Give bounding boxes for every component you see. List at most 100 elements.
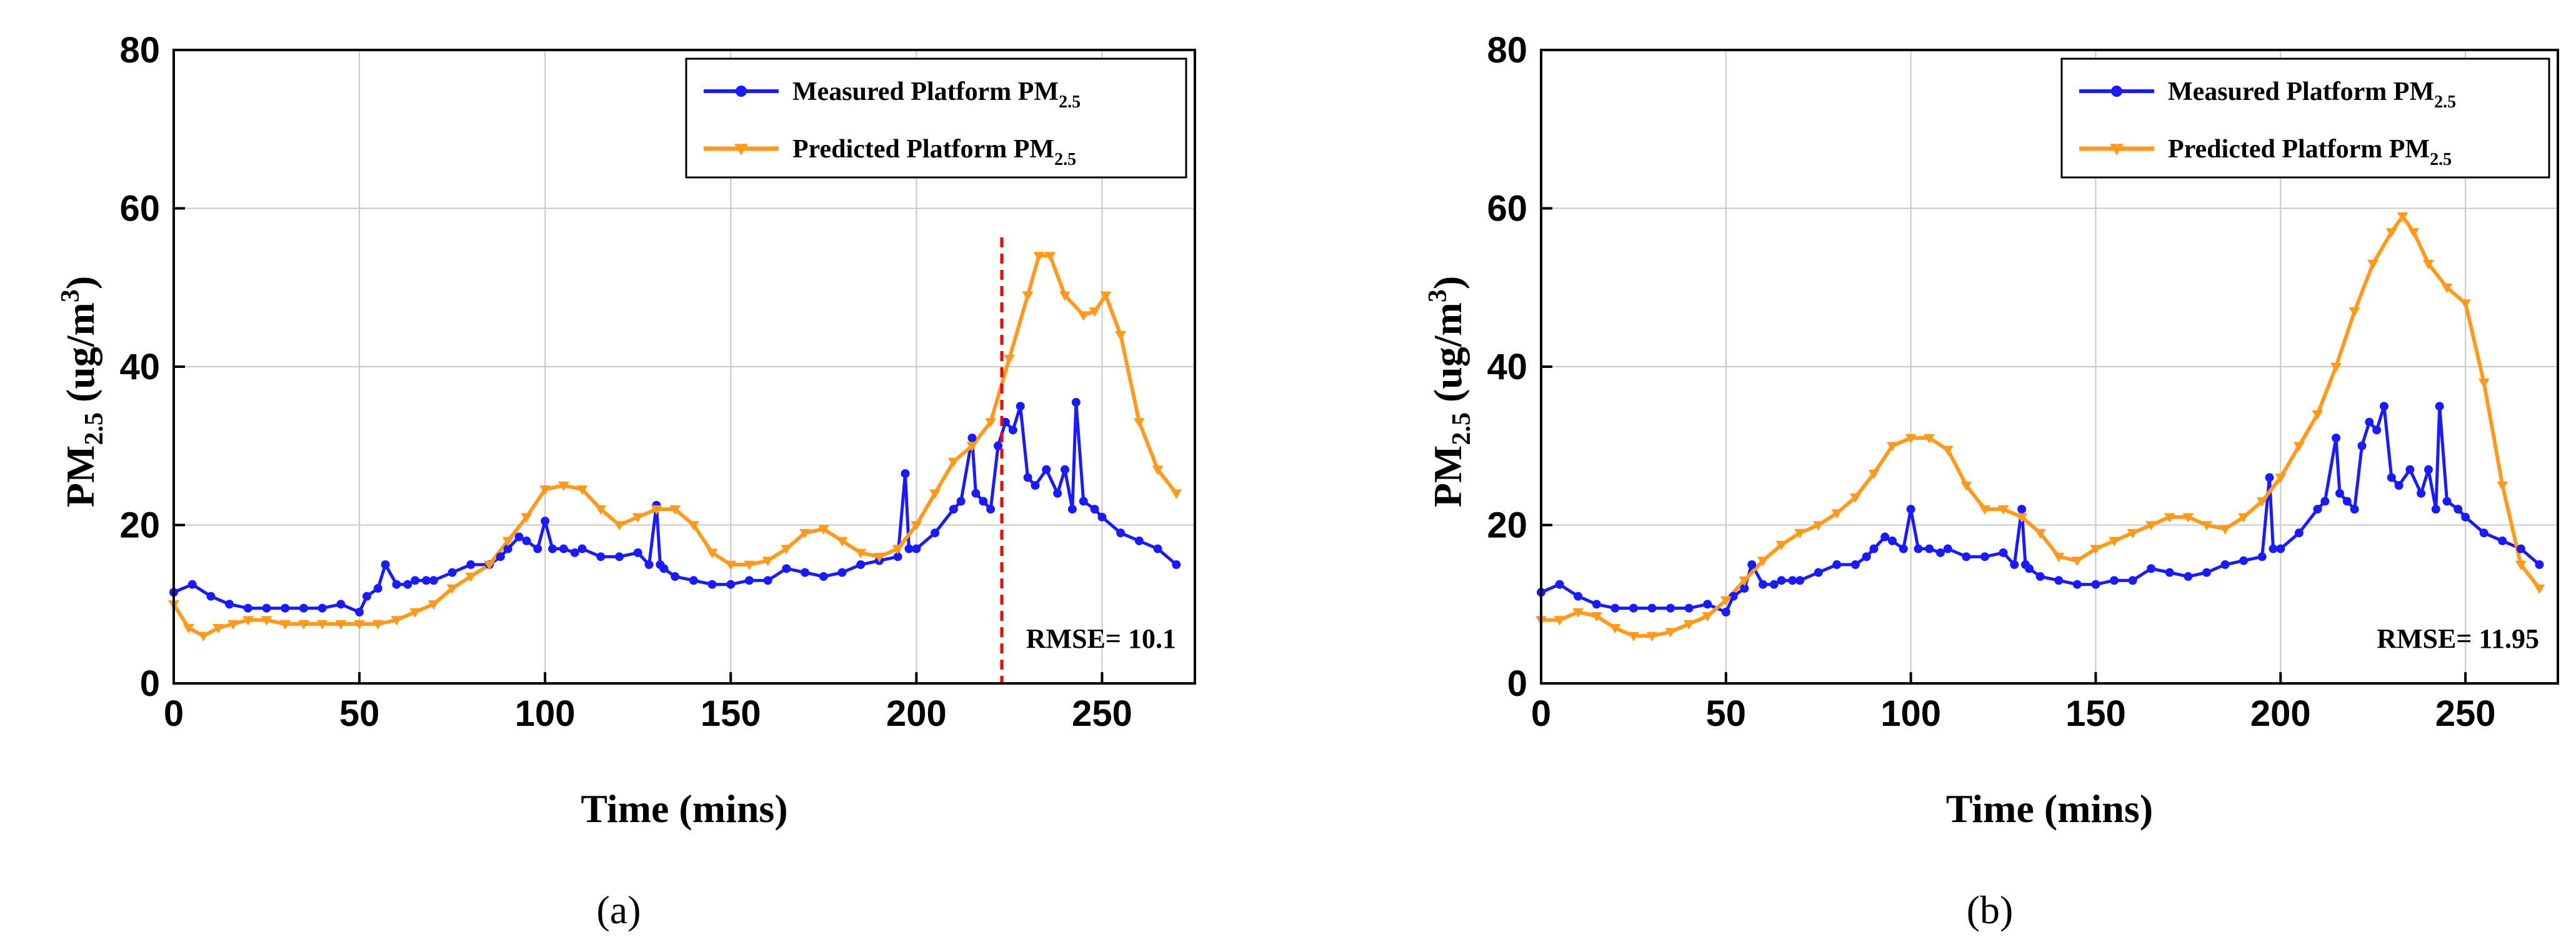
data-point-predicted [1171, 489, 1182, 499]
data-point-measured [1888, 536, 1897, 545]
data-point-predicted [2408, 228, 2420, 238]
y-tick-label: 40 [1487, 347, 1527, 387]
data-point-measured [362, 592, 371, 601]
data-point-measured [1008, 425, 1017, 435]
data-point-measured [1980, 552, 1989, 562]
y-tick-label: 60 [1487, 189, 1527, 229]
data-point-predicted [2293, 442, 2305, 452]
data-point-measured [577, 544, 587, 553]
data-point-predicted [687, 521, 699, 531]
data-point-measured [1880, 532, 1890, 542]
data-point-predicted [372, 620, 384, 630]
x-tick-label: 150 [701, 693, 761, 734]
data-point-predicted [1089, 307, 1101, 317]
data-point-measured [2276, 544, 2285, 553]
data-point-measured [1943, 544, 1952, 553]
data-point-measured [2417, 488, 2426, 498]
data-point-measured [801, 568, 810, 577]
data-point-predicted [2182, 513, 2194, 523]
data-point-predicted [1646, 632, 1658, 642]
data-point-measured [1172, 560, 1181, 569]
data-point-predicted [966, 442, 978, 452]
data-point-measured [1869, 544, 1879, 553]
data-point-measured [243, 603, 252, 613]
y-tick-label: 40 [119, 347, 160, 387]
data-point-measured [1031, 481, 1040, 490]
data-point-predicted [212, 623, 224, 634]
data-point-predicted [2460, 299, 2472, 309]
data-point-measured [901, 469, 910, 478]
data-point-measured [570, 548, 579, 557]
data-point-predicted [1924, 434, 1935, 444]
data-point-predicted [1849, 493, 1861, 503]
data-point-measured [2147, 564, 2156, 573]
data-point-predicted [2053, 552, 2065, 563]
data-point-measured [1832, 560, 1842, 569]
y-tick-label: 80 [1487, 30, 1527, 71]
data-point-measured [281, 603, 290, 613]
data-point-predicted [446, 584, 458, 594]
data-point-measured [225, 600, 234, 609]
data-point-measured [1862, 552, 1871, 562]
data-point-measured [2313, 505, 2322, 514]
data-point-predicted [539, 485, 551, 495]
data-point-measured [659, 564, 669, 573]
data-point-predicted [651, 505, 662, 515]
data-point-measured [2010, 560, 2019, 569]
legend-label-main: Measured Platform PM [792, 77, 1059, 106]
data-point-predicted [2367, 259, 2379, 270]
data-point-measured [2535, 560, 2544, 569]
data-point-predicted [1100, 291, 1112, 301]
data-point-measured [1097, 512, 1107, 522]
x-tick-label: 250 [2435, 693, 2496, 734]
x-tick-label: 250 [1072, 693, 1132, 734]
data-point-predicted [521, 513, 532, 523]
y-label-sub: 2.5 [80, 412, 109, 445]
data-point-predicted [1775, 540, 1787, 551]
y-tick-label: 80 [119, 30, 160, 71]
data-point-measured [1071, 398, 1081, 407]
data-point-measured [979, 497, 988, 506]
data-point-measured [411, 576, 420, 585]
data-point-predicted [781, 545, 792, 555]
data-point-measured [1592, 600, 1601, 609]
data-point-predicted [1942, 445, 1954, 456]
data-point-measured [2320, 497, 2330, 506]
data-point-predicted [725, 560, 737, 570]
x-axis-label: Time (mins) [1946, 786, 2153, 831]
data-point-measured [2387, 473, 2396, 482]
y-label-sub: 2.5 [1447, 412, 1476, 445]
data-point-measured [1747, 560, 1757, 569]
data-point-predicted [1022, 291, 1034, 301]
data-point-predicted [1739, 576, 1750, 587]
legend-box [685, 57, 1187, 179]
data-point-predicted [1887, 442, 1899, 452]
data-point-measured [1629, 603, 1638, 613]
data-point-measured [949, 505, 958, 514]
data-point-measured [644, 560, 654, 569]
data-point-predicted [2385, 228, 2397, 238]
data-point-predicted [2164, 513, 2175, 523]
y-label-units: (ug/m [58, 302, 102, 412]
data-point-measured [1795, 576, 1805, 585]
data-point-measured [689, 576, 698, 585]
data-point-measured [2091, 580, 2100, 589]
rmse-annotation: RMSE= 11.95 [2377, 623, 2539, 654]
data-point-predicted [1905, 434, 1917, 444]
data-point-measured [403, 580, 412, 589]
data-point-predicted [836, 537, 848, 547]
legend-label: Predicted Platform PM2.5 [792, 135, 1076, 169]
data-point-predicted [1003, 355, 1015, 365]
data-point-measured [2365, 417, 2374, 427]
legend-swatch-marker [2110, 144, 2124, 156]
data-point-measured [1079, 497, 1088, 506]
data-point-predicted [279, 620, 291, 630]
data-point-predicted [2238, 513, 2250, 523]
data-point-predicted [182, 623, 194, 634]
data-point-predicted [2034, 528, 2046, 539]
data-point-predicted [2109, 537, 2120, 547]
data-point-measured [2110, 576, 2119, 585]
data-point-predicted [2071, 557, 2083, 567]
data-point-measured [856, 560, 866, 569]
data-point-predicted [2127, 528, 2139, 539]
